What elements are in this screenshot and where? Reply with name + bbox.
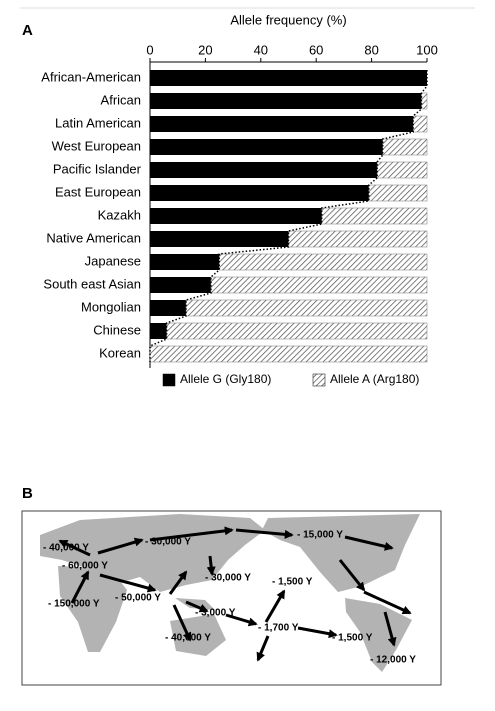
bar-segment <box>150 139 383 155</box>
x-tick-label: 60 <box>309 42 323 57</box>
category-label: West European <box>52 138 141 153</box>
x-tick-label: 40 <box>254 42 268 57</box>
panel-label: A <box>22 22 33 39</box>
arrow <box>383 611 397 647</box>
arrow <box>344 535 394 551</box>
map-annotation: - 12,000 Y <box>370 655 416 666</box>
arrow <box>99 573 157 593</box>
arrow <box>172 604 192 642</box>
category-label: Pacific Islander <box>53 161 142 176</box>
south-america <box>345 598 412 672</box>
arrow <box>264 589 286 623</box>
bar-segment <box>150 185 369 201</box>
map-annotation: - 50,000 Y <box>115 593 161 604</box>
arrow <box>149 526 234 542</box>
category-label: South east Asian <box>43 276 141 291</box>
arrow <box>225 613 258 627</box>
bar-segment <box>150 116 414 132</box>
bar-segment <box>150 300 187 316</box>
category-label: Mongolian <box>81 299 141 314</box>
axis-title: Allele frequency (%) <box>230 12 346 27</box>
x-tick-label: 100 <box>416 42 438 57</box>
arrow <box>363 590 412 615</box>
category-label: East European <box>55 184 141 199</box>
category-label: Korean <box>99 345 141 360</box>
map-annotation: - 60,000 Y <box>62 561 108 572</box>
africa <box>58 566 127 652</box>
bar-segment <box>185 299 428 317</box>
bar-segment <box>368 184 428 202</box>
world-map: - 40,000 Y - 60,000 Y - 150,000 Y - 30,000 … <box>21 510 442 686</box>
bar-segment <box>150 162 378 178</box>
category-label: Japanese <box>85 253 141 268</box>
category-label: Kazakh <box>98 207 141 222</box>
bar-segment <box>150 208 322 224</box>
x-tick-label: 80 <box>364 42 378 57</box>
arrow <box>168 570 188 595</box>
map-annotation: - 30,000 Y <box>145 537 191 548</box>
arrow <box>185 600 209 613</box>
map-annotation: - 1,700 Y <box>258 623 299 634</box>
bar-segment <box>150 93 422 109</box>
bar-segment <box>166 322 428 340</box>
category-label: African <box>101 92 141 107</box>
north-america <box>262 514 420 592</box>
category-label: Chinese <box>93 322 141 337</box>
bar-segment <box>210 276 428 294</box>
arrow <box>338 559 366 592</box>
category-label: Native American <box>46 230 141 245</box>
bar-segment <box>149 345 428 363</box>
arrow <box>97 537 144 555</box>
arrow <box>256 635 270 662</box>
legend-label: Allele G (Gly180) <box>180 372 271 386</box>
map-annotation: - 30,000 Y <box>205 573 251 584</box>
bar-segment <box>150 231 289 247</box>
bar-segment <box>150 323 167 339</box>
legend-swatch <box>312 373 326 387</box>
map-annotation: - 1,500 Y <box>272 577 313 588</box>
bar-segment <box>321 207 428 225</box>
bar-segment <box>150 254 220 270</box>
legend-label: Allele A (Arg180) <box>330 372 419 386</box>
arrow <box>70 570 90 604</box>
map-annotation: - 150,000 Y <box>48 599 100 610</box>
bar-segment <box>412 115 428 133</box>
bar-segment <box>219 253 428 271</box>
bar-segment <box>421 92 428 110</box>
legend-swatch <box>162 373 176 387</box>
category-label: African-American <box>41 69 141 84</box>
bar-segment <box>150 277 211 293</box>
bar-segment <box>288 230 428 248</box>
map-annotation: - 40,000 Y <box>43 543 89 554</box>
bar-segment <box>376 161 428 179</box>
map-annotation: - 3,000 Y <box>195 608 236 619</box>
bar-segment <box>150 70 427 86</box>
x-tick-label: 0 <box>146 42 153 57</box>
map-annotation: - 40,000 Y <box>165 633 211 644</box>
map-annotation: - 15,000 Y <box>297 530 343 541</box>
arrow <box>58 539 91 557</box>
panel-label: B <box>22 485 33 502</box>
map-annotation: - 1,500 Y <box>332 633 373 644</box>
category-label: Latin American <box>55 115 141 130</box>
arrow <box>206 555 216 576</box>
x-tick-label: 20 <box>198 42 212 57</box>
arrow <box>235 528 294 539</box>
arrow <box>297 626 338 639</box>
bar-segment <box>382 138 428 156</box>
